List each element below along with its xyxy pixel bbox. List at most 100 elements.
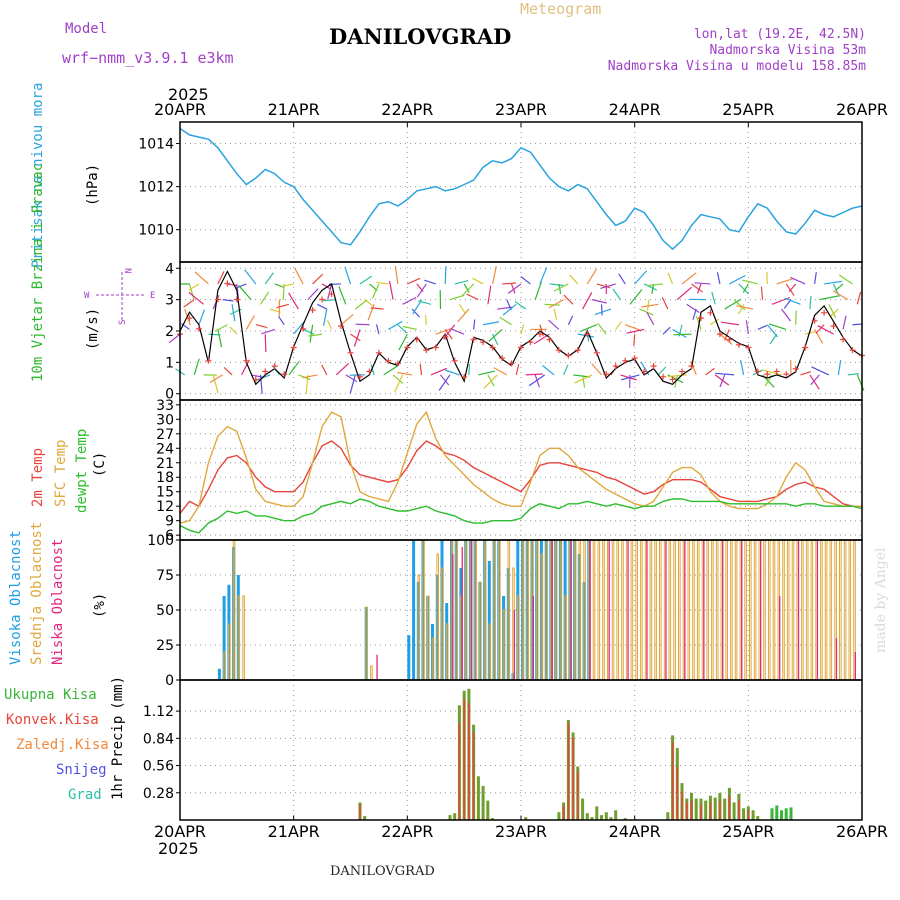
temperature-ytick-label: 21 [156,456,174,472]
model-label: Model [65,21,107,37]
precip-total-bar [775,805,779,820]
wind-arrow [742,279,758,285]
wind-arrow [829,308,839,317]
wind-arrow [719,333,733,345]
cloud-bar-low [551,540,553,680]
wind-arrow [776,277,795,285]
wind-arrow [757,324,768,330]
wind-arrow [255,324,268,329]
precip-total-bar [780,810,783,820]
wind-arrow [394,374,404,393]
wind-arrow [238,284,252,301]
cloud-bar-low [703,540,705,680]
wind-arrow [515,364,520,376]
wind-arrow [514,301,527,310]
bottom-date-label: 25APR [722,822,774,841]
wind-arrow [809,374,820,390]
year-bottom: 2025 [158,839,199,858]
wind-arrow [478,370,496,376]
precip-conv-bar [572,737,574,820]
wind-arrow [350,333,361,342]
wind-arrow [394,266,399,285]
top-date-label: 22APR [381,100,433,119]
temp-line-0 [179,440,862,514]
temperature-ytick-label: 30 [156,412,174,428]
wind-ytick-label: 2 [165,324,174,340]
wind-arrow [520,324,525,335]
wind-arrow [781,308,791,322]
clouds-ytick-label: 100 [147,533,174,549]
cloud-bar-mid [692,539,695,681]
wind-arrow [633,334,636,347]
wind-gust-mark [423,347,430,354]
bottom-date-label: 23APR [495,822,547,841]
total-rain-label: Ukupna Kisa [4,687,97,703]
bottom-date-label: 22APR [381,822,433,841]
wind-arrow [581,374,586,388]
wind-gust-mark [536,331,543,338]
cloud-bar-mid [768,539,771,681]
wind-arrow [714,374,730,386]
wind-arrow [264,334,267,353]
cloud-bar-mid [824,539,828,681]
wind-arrow [198,309,205,325]
wind-arrow [419,363,423,375]
cloud-bar-mid [706,539,710,681]
wind-arrow [445,369,460,376]
precip-total-bar [694,798,698,820]
wind-arrow [569,274,579,285]
pressure-ytick-label: 1014 [138,137,174,153]
wind-arrow [502,303,517,316]
wind-arrow [349,374,356,394]
top-date-label: 23APR [495,100,547,119]
precip-conv-bar [671,742,674,820]
wind-arrow [507,283,522,294]
wind-gust-mark [442,333,449,340]
sfc-temp-label: SFC Temp [53,440,69,507]
wind-ytick-label: 1 [165,355,174,371]
wind-arrow [407,277,421,285]
wind-arrow [634,270,648,285]
wind-gust-mark [499,355,506,362]
clouds-ytick-label: 75 [156,568,174,584]
precip-conv-bar [567,722,570,820]
wind-arrow [805,331,816,335]
wind-arrow [783,299,792,309]
wind-arrow [549,283,564,286]
wind-gust-mark [262,368,269,375]
wind-arrow [771,296,791,305]
wind-gust-mark [461,373,468,380]
clouds-panel: 0 25 50 75 100 [147,533,862,689]
pressure-ytick-label: 1012 [138,180,174,196]
wind-arrow [450,328,465,335]
wind-arrow [835,283,844,291]
wind-arrow [282,283,285,300]
wind-arrow [209,374,223,384]
wind-arrow [375,324,380,335]
cloud-bar-mid [791,539,795,681]
wind-gust-mark [792,365,799,372]
year-top: 2025 [168,85,209,104]
snow-label: Snijeg [56,762,107,778]
wind-arrow [715,372,735,376]
cloud-unit: (%) [92,593,108,618]
elevation-label: Nadmorska Visina 53m [709,43,866,58]
wind-arrow [444,265,447,284]
wind-arrow [302,328,315,335]
wind-gust-mark [745,344,752,351]
wind-arrow [388,320,403,330]
wind-arrow [335,362,350,376]
cloud-bar-low [570,540,572,680]
cloud-bar-mid [635,539,639,681]
compass-w: W [84,291,90,301]
cloud-bar-mid [725,539,729,681]
cloud-bar-mid [772,539,776,681]
wind-gust-mark [773,368,780,375]
wind-arrow [738,304,745,315]
temp-unit: (C) [92,452,108,477]
precip-total-bar [713,797,717,820]
cloud-bar-high [217,668,221,680]
wind-arrow [814,272,817,285]
wind-arrow [397,372,413,376]
precip-total-bar [481,786,485,820]
